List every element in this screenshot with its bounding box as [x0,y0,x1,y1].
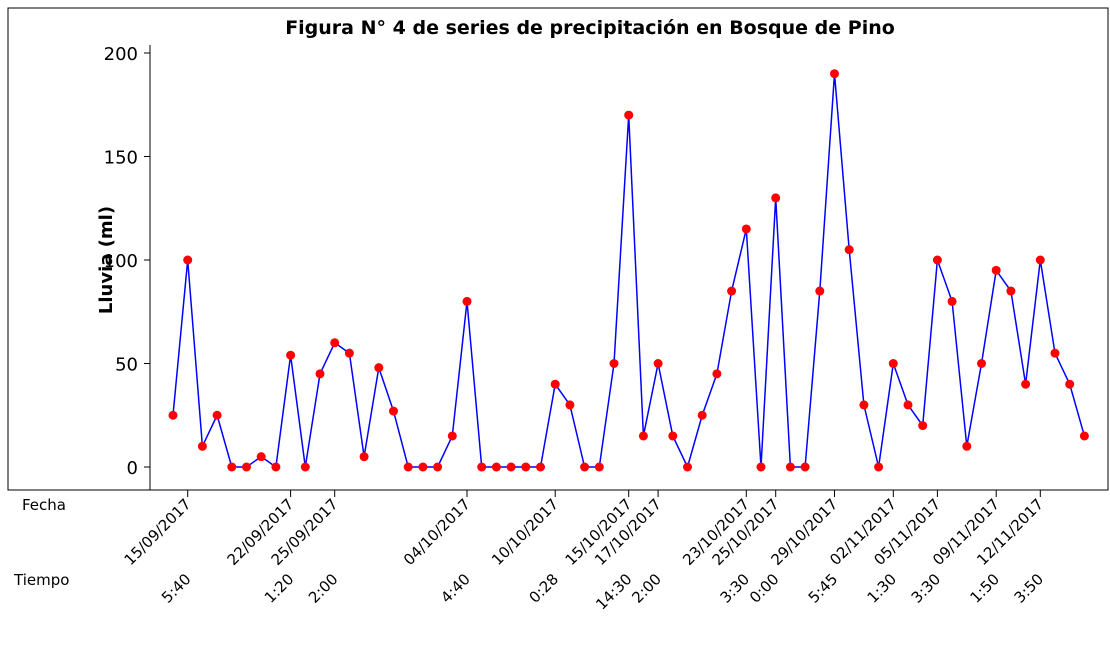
data-point [506,462,516,472]
y-tick-label: 200 [104,44,138,65]
data-point [594,462,604,472]
data-point [433,462,443,472]
data-point [888,359,898,368]
data-point [874,462,884,472]
data-point [683,462,692,472]
data-point [756,462,766,472]
data-point [903,400,913,410]
data-point [932,255,942,265]
data-point [477,462,487,472]
x-tick-label: 5:40 [158,570,195,607]
x-tick-label: 1:50 [966,570,1003,607]
x-tick-label: 10/10/2017 [488,495,562,569]
data-point [491,462,501,472]
data-point [918,421,928,431]
data-point [1006,286,1016,296]
x-tick-label: 0:00 [746,570,783,607]
data-point [771,193,781,203]
data-point [212,410,222,420]
data-point [712,369,722,379]
x-tick-label: 4:40 [437,570,474,607]
data-point [168,410,178,420]
x-tick-label: 5:45 [805,570,842,607]
x-tick-label: 0:28 [525,570,562,607]
x-tick-label: 3:50 [1011,570,1048,607]
data-point [580,462,590,472]
data-point [418,462,428,472]
data-point [653,359,663,368]
series-line [172,73,1086,470]
data-point [197,441,207,451]
data-point [844,245,854,255]
x-tick-label: 1:20 [261,570,298,607]
data-point [962,441,972,451]
data-point [609,359,619,368]
data-point [668,431,678,441]
data-point [1065,379,1075,389]
data-point [374,363,384,373]
data-point [624,110,634,120]
x-tick-label: 15/09/2017 [121,495,195,569]
data-point [947,296,957,306]
data-point [256,452,266,462]
y-tick-label: 150 [104,148,138,169]
data-point [1050,348,1060,358]
x-tick-label: 3:30 [908,570,945,607]
chart-title: Figura N° 4 de series de precipitación e… [285,17,895,39]
y-tick-label: 50 [115,355,138,376]
x-tick-label: 2:00 [628,570,665,607]
data-point [315,369,325,379]
y-axis-label: Lluvia (ml) [96,206,117,314]
data-point [389,406,398,416]
data-point [1079,431,1089,441]
x-level-name: Fecha [22,496,66,514]
x-level-name: Tiempo [13,571,69,589]
data-point [800,462,810,472]
data-point [977,359,986,368]
data-point [359,452,369,462]
data-point [536,462,545,472]
data-point [462,296,472,306]
x-tick-label: 04/10/2017 [400,495,474,569]
data-point [815,286,825,296]
data-point [1021,379,1031,389]
data-point [741,224,751,234]
data-point [447,431,457,441]
data-point [330,338,340,348]
data-point [286,350,296,360]
data-point [859,400,869,410]
data-point [638,431,648,441]
data-point [991,265,1001,275]
data-point [242,462,251,472]
x-tick-label: 2:00 [305,570,342,607]
x-tick-label: 1:30 [864,570,901,607]
data-point [403,462,413,472]
y-tick-label: 0 [127,458,138,479]
x-tick-label: 14:30 [592,570,635,613]
data-point [183,255,193,265]
data-point [521,462,531,472]
data-point [300,462,310,472]
data-point [785,462,795,472]
data-point [697,410,707,420]
data-point [565,400,575,410]
x-tick-label: 3:30 [717,570,754,607]
data-point [227,462,237,472]
data-point [344,348,354,358]
y-tick-label: 100 [104,251,138,272]
data-point [550,379,560,389]
data-point [271,462,281,472]
data-point [1035,255,1045,265]
data-point [830,69,839,79]
data-point [727,286,737,296]
